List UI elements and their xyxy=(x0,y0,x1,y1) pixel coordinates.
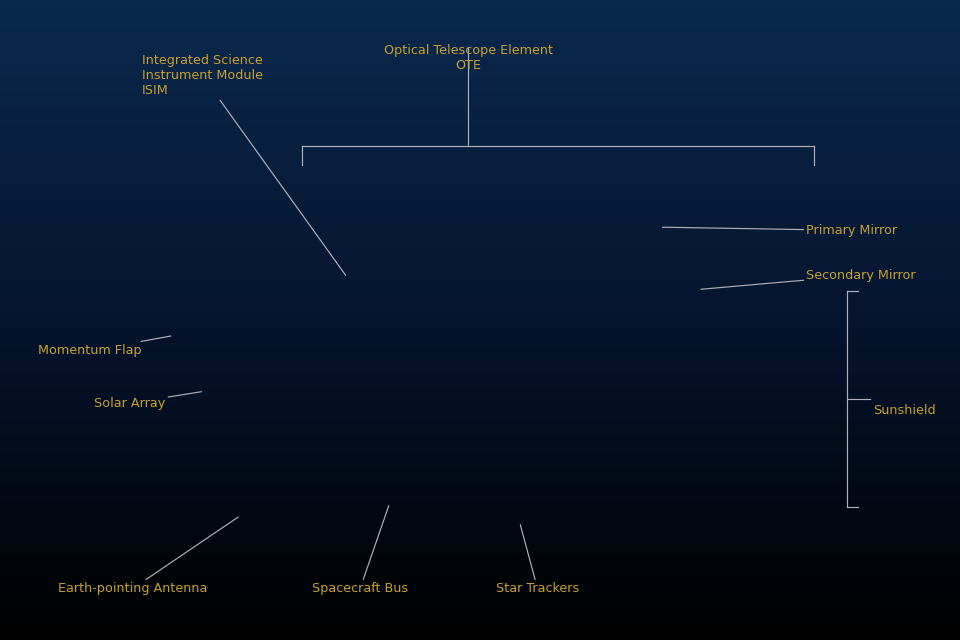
Text: Momentum Flap: Momentum Flap xyxy=(38,336,171,357)
Text: Solar Array: Solar Array xyxy=(94,392,202,410)
Text: Primary Mirror: Primary Mirror xyxy=(662,224,898,237)
Text: Sunshield: Sunshield xyxy=(874,404,936,417)
Text: Secondary Mirror: Secondary Mirror xyxy=(701,269,916,289)
Text: Earth-pointing Antenna: Earth-pointing Antenna xyxy=(58,517,238,595)
Text: Integrated Science
Instrument Module
ISIM: Integrated Science Instrument Module ISI… xyxy=(142,54,346,275)
Text: Optical Telescope Element
OTE: Optical Telescope Element OTE xyxy=(384,44,553,72)
Text: Star Trackers: Star Trackers xyxy=(496,525,579,595)
Text: Spacecraft Bus: Spacecraft Bus xyxy=(312,506,408,595)
